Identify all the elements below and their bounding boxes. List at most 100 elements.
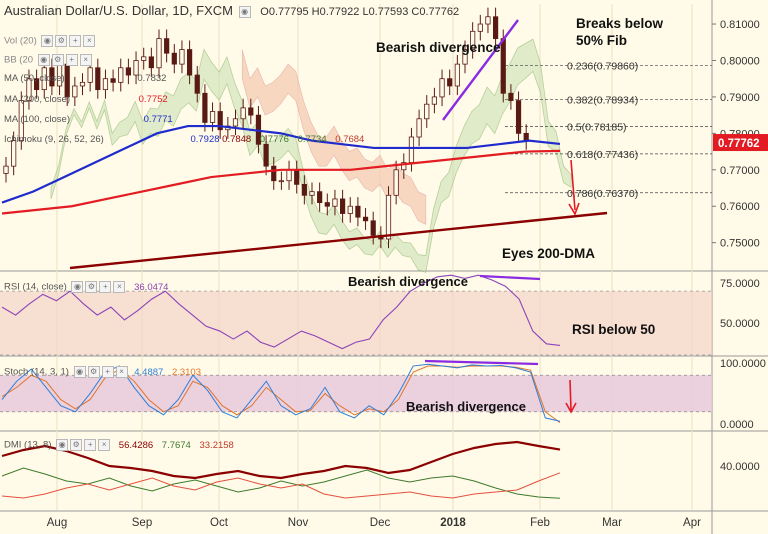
settings-icon[interactable]: ⚙: [87, 366, 100, 378]
adx-line: [1, 440, 561, 480]
rsi-axis-label: 75.0000: [720, 278, 760, 290]
time-axis-label: Mar: [602, 517, 622, 529]
annotation-eyes-200dma: Eyes 200-DMA: [502, 246, 595, 261]
candle-body: [424, 103, 430, 120]
legend-vol[interactable]: Vol (20) ◉ ⚙ + ×: [4, 35, 96, 47]
candle-body: [179, 49, 185, 65]
legend-bb[interactable]: BB (20 ◉ ⚙ + ×: [4, 54, 92, 66]
stoch-k-line: [1, 363, 561, 422]
price-axis-label: 0.80000: [720, 55, 760, 67]
settings-icon[interactable]: ⚙: [55, 35, 68, 47]
close-icon[interactable]: ×: [115, 366, 128, 378]
annotation-50-fib: 50% Fib: [576, 33, 627, 48]
add-icon[interactable]: +: [69, 35, 82, 47]
candle-body: [355, 205, 361, 218]
ohlc-low: 0.77593: [368, 6, 409, 18]
candle-body: [401, 162, 407, 171]
candle-body: [477, 23, 483, 32]
ichimoku-cloud-red: [241, 49, 427, 225]
down-arrow-head: [568, 202, 580, 216]
candle-body: [110, 78, 116, 83]
add-icon[interactable]: +: [101, 366, 114, 378]
rsi-band: [0, 291, 712, 355]
candle-body: [95, 67, 101, 91]
candle-body: [523, 132, 529, 142]
candle-body: [133, 60, 139, 76]
candle-body: [393, 169, 399, 196]
time-axis-label: 2018: [440, 517, 466, 529]
add-icon[interactable]: +: [65, 54, 78, 66]
stoch-d-line: [1, 365, 561, 423]
candle-body: [485, 16, 491, 25]
candle-body: [500, 38, 506, 94]
ohlc-open: 0.77795: [268, 6, 309, 18]
candle-body: [49, 67, 55, 87]
time-axis-label: Feb: [530, 517, 550, 529]
candle-body: [286, 169, 292, 182]
candle-body: [339, 198, 346, 214]
legend-rsi[interactable]: RSI (14, close) ◉ ⚙ + × 36.0474: [4, 281, 169, 293]
add-icon[interactable]: +: [99, 281, 112, 293]
candle-body: [408, 136, 415, 163]
candle-body: [362, 216, 369, 222]
fib-level-label: 0.5(0.78185): [567, 122, 627, 134]
annotation-bearish-divergence: Bearish divergence: [376, 40, 501, 55]
time-axis-label: Oct: [210, 517, 229, 529]
candle-body: [217, 111, 223, 131]
price-axis-label: 0.81000: [720, 19, 760, 31]
candle-body: [317, 191, 323, 203]
dmi-axis-label: 40.0000: [720, 461, 760, 473]
candle-body: [240, 107, 246, 120]
candle-body: [431, 96, 438, 105]
legend-ma200[interactable]: MA (200, close) 0.7752: [4, 94, 168, 105]
ohlc-close: 0.77762: [419, 6, 460, 18]
settings-icon[interactable]: ⚙: [51, 54, 64, 66]
legend-ma100[interactable]: MA (100, close) 0.7771: [4, 114, 173, 125]
symbol-legend: Australian Dollar/U.S. Dollar, 1D, FXCM …: [4, 3, 460, 18]
candle-body: [18, 100, 24, 142]
eye-icon[interactable]: ◉: [73, 366, 86, 378]
candle-body: [148, 56, 154, 69]
price-axis-label: 0.76000: [720, 201, 760, 213]
candle-body: [324, 202, 330, 207]
legend-ma50[interactable]: MA (50, close) 0.7832: [4, 73, 167, 84]
close-icon[interactable]: ×: [98, 439, 111, 451]
close-icon[interactable]: ×: [79, 54, 92, 66]
stoch-down-arrow-shaft: [569, 379, 572, 411]
candle-body: [370, 220, 376, 236]
eye-icon[interactable]: ◉: [41, 35, 54, 47]
candle-body: [41, 67, 47, 91]
settings-icon[interactable]: ⚙: [70, 439, 83, 451]
legend-stoch[interactable]: Stoch (14, 3, 1) ◉ ⚙ + × 4.4887 2.3103: [4, 366, 201, 378]
ichimoku-cloud-green: [50, 38, 572, 273]
eye-icon[interactable]: ◉: [56, 439, 69, 451]
candle-body: [271, 165, 277, 182]
add-icon[interactable]: +: [84, 439, 97, 451]
divergence-line-rsi: [479, 274, 541, 281]
price-axis-label: 0.75000: [720, 238, 760, 250]
candle-body: [248, 107, 254, 116]
settings-icon[interactable]: ⚙: [85, 281, 98, 293]
fib-level-label: 0.618(0.77436): [567, 149, 638, 161]
annotation-bearish-divergence-stoch: Bearish divergence: [406, 399, 526, 414]
candle-body: [125, 67, 131, 76]
support-trendline: [69, 211, 608, 270]
eye-icon[interactable]: ◉: [238, 5, 251, 18]
ma100-line: [1, 124, 561, 204]
candle-body: [416, 118, 422, 138]
eye-icon[interactable]: ◉: [71, 281, 84, 293]
candle-body: [141, 56, 147, 61]
legend-dmi[interactable]: DMI (13, 8) ◉ ⚙ + × 56.4286 7.7674 33.2158: [4, 439, 234, 451]
eye-icon[interactable]: ◉: [37, 54, 50, 66]
close-icon[interactable]: ×: [113, 281, 126, 293]
candle-body: [171, 52, 177, 65]
legend-ichimoku[interactable]: Ichimoku (9, 26, 52, 26) 0.7928 0.7848 0…: [4, 134, 365, 145]
candle-body: [202, 92, 208, 123]
close-icon[interactable]: ×: [83, 35, 96, 47]
candle-body: [462, 49, 468, 65]
candle-body: [439, 78, 445, 98]
candle-body: [301, 183, 307, 196]
candle-body: [294, 169, 300, 185]
